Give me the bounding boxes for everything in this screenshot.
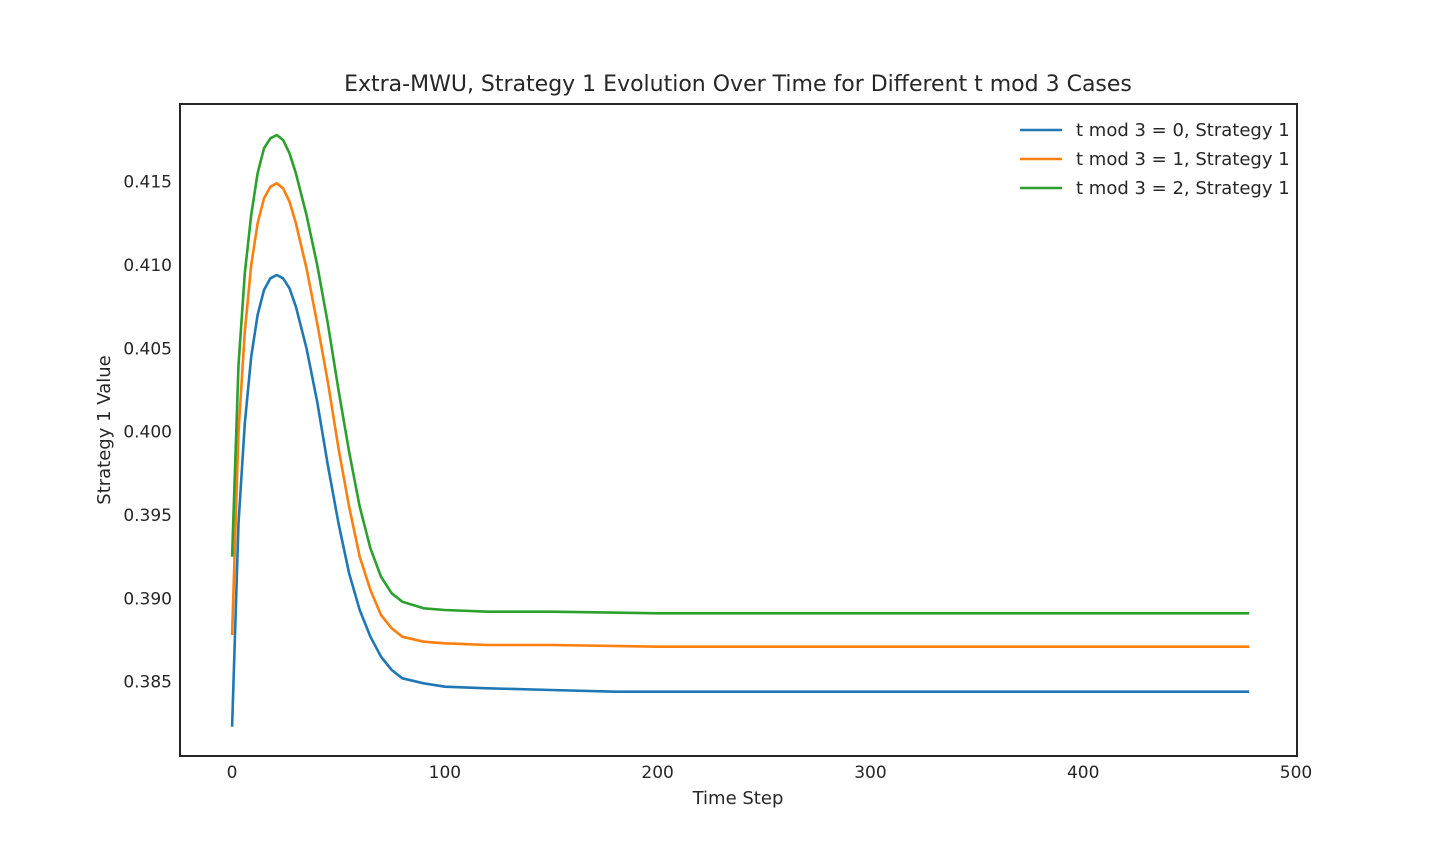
- legend: t mod 3 = 0, Strategy 1 t mod 3 = 1, Stra…: [1020, 120, 1290, 199]
- x-axis-label: Time Step: [692, 788, 784, 809]
- plot-area: [230, 133, 1250, 727]
- x-tick-label: 100: [429, 763, 461, 783]
- y-tick-label: 0.400: [123, 423, 172, 443]
- series-line-1: [230, 182, 1250, 648]
- y-tick-label: 0.405: [123, 339, 172, 359]
- y-axis-label: Strategy 1 Value: [94, 355, 115, 504]
- x-tick-label: 0: [227, 763, 238, 783]
- x-tick-label: 400: [1067, 763, 1099, 783]
- y-tick-label: 0.395: [123, 506, 172, 526]
- legend-label-1: t mod 3 = 1, Strategy 1: [1076, 149, 1290, 170]
- plot-frame: [179, 103, 1298, 757]
- x-tick-label: 200: [641, 763, 673, 783]
- x-axis-ticks: 0 100 200 300 400 500: [227, 763, 1313, 783]
- y-axis-ticks: 0.385 0.390 0.395 0.400 0.405 0.410 0.415: [123, 173, 172, 693]
- series-line-0: [230, 273, 1250, 727]
- y-tick-label: 0.410: [123, 256, 172, 276]
- y-tick-label: 0.415: [123, 173, 172, 193]
- chart-title: Extra-MWU, Strategy 1 Evolution Over Tim…: [344, 72, 1132, 97]
- y-tick-label: 0.385: [123, 673, 172, 693]
- legend-label-2: t mod 3 = 2, Strategy 1: [1076, 178, 1290, 199]
- y-tick-label: 0.390: [123, 589, 172, 609]
- x-tick-label: 300: [854, 763, 886, 783]
- legend-label-0: t mod 3 = 0, Strategy 1: [1076, 120, 1290, 141]
- series-line-2: [230, 133, 1250, 615]
- x-tick-label: 500: [1280, 763, 1312, 783]
